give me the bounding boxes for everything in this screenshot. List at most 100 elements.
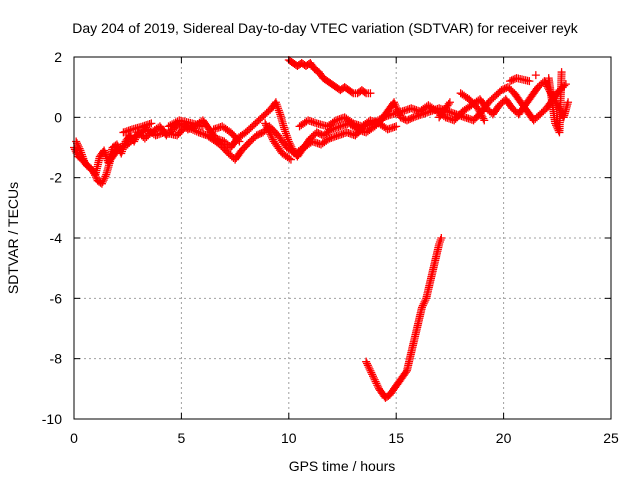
data-point — [540, 77, 549, 86]
data-point — [284, 135, 293, 144]
data-point — [371, 377, 380, 386]
data-point — [261, 119, 270, 128]
data-point — [169, 119, 178, 128]
data-point — [72, 137, 81, 146]
data-point — [478, 112, 487, 121]
data-point — [101, 172, 110, 181]
data-point — [74, 142, 83, 151]
data-point — [421, 296, 430, 305]
data-point — [477, 111, 486, 120]
data-point — [418, 301, 427, 310]
data-point — [267, 132, 276, 141]
data-point — [268, 133, 277, 142]
data-point — [323, 135, 332, 144]
data-point — [98, 177, 107, 186]
data-point — [97, 179, 106, 188]
data-point — [347, 118, 356, 127]
x-tick-label: 20 — [496, 430, 512, 446]
series-upper-segment — [284, 56, 375, 98]
data-point — [164, 122, 173, 131]
data-point — [89, 167, 98, 176]
data-point — [364, 363, 373, 372]
data-point — [91, 171, 100, 180]
y-tick-label: -10 — [42, 411, 62, 427]
data-point — [390, 100, 399, 109]
data-point — [100, 174, 109, 183]
data-point — [281, 127, 290, 136]
data-point — [147, 119, 156, 128]
data-point — [374, 383, 383, 392]
data-point — [420, 297, 429, 306]
chart-title: Day 204 of 2019, Sidereal Day-to-day VTE… — [72, 20, 578, 36]
data-point — [283, 133, 292, 142]
data-point — [281, 129, 290, 138]
y-tick-label: -8 — [50, 351, 63, 367]
data-point — [391, 102, 400, 111]
data-point — [266, 130, 275, 139]
data-point — [435, 240, 444, 249]
axis-ticks: 0 5 10 15 20 25 -10 -8 -6 -4 -2 0 2 — [42, 49, 619, 446]
x-tick-label: 15 — [388, 430, 404, 446]
data-point — [262, 122, 271, 131]
data-point — [479, 114, 488, 123]
data-point — [77, 148, 86, 157]
data-point — [135, 129, 144, 138]
x-tick-label: 5 — [178, 430, 186, 446]
data-point — [99, 176, 108, 185]
data-point — [262, 121, 271, 130]
x-tick-label: 25 — [603, 430, 619, 446]
data-point — [286, 155, 295, 164]
data-point — [90, 169, 99, 178]
data-point — [435, 113, 444, 122]
data-point — [347, 88, 356, 97]
data-point — [77, 150, 86, 159]
data-point — [392, 122, 401, 131]
data-point — [435, 238, 444, 247]
data-point — [557, 68, 566, 77]
data-point — [373, 381, 382, 390]
data-point — [78, 152, 87, 161]
grid-lines — [74, 57, 611, 419]
data-point — [274, 104, 283, 113]
data-point — [189, 125, 198, 134]
data-point — [91, 173, 100, 182]
x-tick-label: 10 — [281, 430, 297, 446]
data-point — [531, 71, 540, 80]
data-point — [168, 120, 177, 129]
data-point — [235, 137, 244, 146]
data-point — [271, 98, 280, 107]
x-tick-label: 0 — [70, 430, 78, 446]
data-point — [365, 364, 374, 373]
data-point — [190, 126, 199, 135]
data-point — [473, 104, 482, 113]
data-point — [280, 125, 289, 134]
y-axis-label: SDTVAR / TECUs — [5, 182, 21, 294]
data-point — [377, 114, 386, 123]
data-point — [185, 124, 194, 133]
series-lower-segment — [362, 234, 446, 402]
data-point — [282, 131, 291, 140]
data-point — [437, 234, 446, 242]
data-point — [272, 100, 281, 109]
data-point — [132, 131, 141, 140]
y-tick-label: 2 — [54, 49, 62, 65]
data-point — [475, 107, 484, 116]
data-point — [275, 108, 284, 117]
series-main-trace — [70, 68, 573, 188]
data-point — [507, 76, 516, 85]
data-point — [480, 116, 489, 125]
y-tick-label: -4 — [50, 230, 63, 246]
data-point — [551, 119, 560, 128]
data-point — [369, 372, 378, 381]
data-point — [137, 128, 146, 137]
data-point — [264, 126, 273, 135]
data-point — [407, 114, 416, 123]
data-point — [326, 126, 335, 135]
data-point — [564, 98, 573, 107]
y-tick-label: -6 — [50, 290, 63, 306]
data-point — [73, 141, 82, 150]
data-point — [363, 361, 372, 370]
data-point — [171, 118, 180, 127]
data-point — [368, 370, 377, 379]
